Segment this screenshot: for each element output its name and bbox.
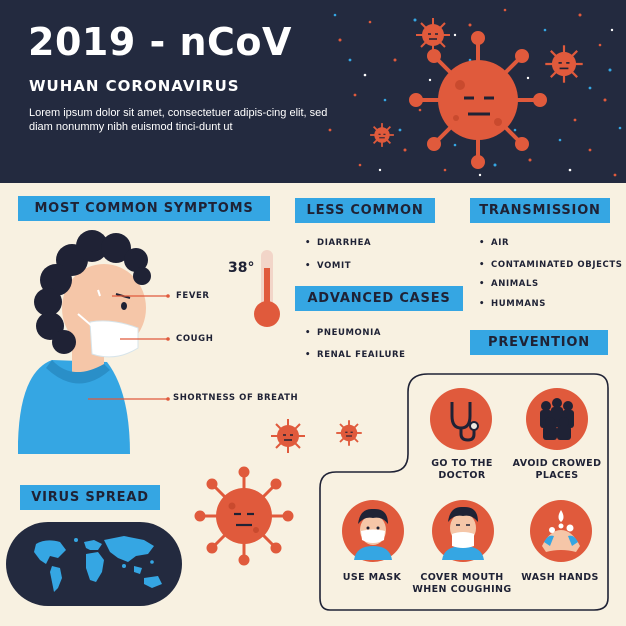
- crowd-icon: [526, 388, 588, 450]
- header-banner: 2019 - nCoV WUHAN CORONAVIRUS Lorem ipsu…: [0, 0, 626, 183]
- transmission-label: TRANSMISSION: [470, 198, 610, 223]
- small-virus-icon: [271, 419, 305, 453]
- prevention-caption-wash-hands: WASH HANDS: [512, 572, 608, 584]
- caption-line: COVER MOUTH: [420, 572, 504, 583]
- symptom-pointers: [112, 294, 170, 341]
- prevention-caption-doctor: GO TO THE DOCTOR: [412, 458, 512, 482]
- advanced-case-item: RENAL FEAILURE: [305, 350, 406, 360]
- thermometer-icon: [254, 250, 280, 327]
- prevention-frame: [319, 373, 609, 611]
- page-title: 2019 - nCoV: [28, 20, 292, 64]
- less-common-item: VOMIT: [305, 261, 351, 271]
- transmission-item: ANIMALS: [479, 279, 539, 289]
- prevention-caption-mask: USE MASK: [322, 572, 422, 584]
- less-common-item: DIARRHEA: [305, 238, 371, 248]
- caption-line: USE MASK: [342, 572, 402, 583]
- sick-person-illustration: [18, 230, 151, 454]
- less-common-label: LESS COMMON: [295, 198, 435, 223]
- caption-line: DOCTOR: [438, 470, 486, 481]
- medium-virus-icon: [194, 466, 294, 566]
- advanced-case-item: PNEUMONIA: [305, 328, 381, 338]
- small-virus-icon: [545, 45, 583, 83]
- virus-spread-label: VIRUS SPREAD: [20, 485, 160, 510]
- symptom-fever: FEVER: [176, 291, 210, 301]
- caption-line: AVOID CROWED: [512, 458, 602, 469]
- most-common-symptoms-label: MOST COMMON SYMPTOMS: [18, 196, 270, 221]
- coughing-person-icon: [432, 500, 494, 562]
- header-dots-decoration: [328, 8, 622, 177]
- small-virus-icon: [416, 18, 450, 52]
- caption-line: PLACES: [535, 470, 579, 481]
- transmission-item: AIR: [479, 238, 509, 248]
- mask-person-icon: [342, 500, 404, 562]
- intro-text: Lorem ipsum dolor sit amet, consectetuer…: [29, 107, 328, 133]
- caption-line: GO TO THE: [431, 458, 493, 469]
- world-map-icon: [6, 522, 182, 606]
- small-virus-icon: [370, 123, 394, 147]
- caption-line: WHEN COUGHING: [412, 584, 512, 595]
- page-subtitle: WUHAN CORONAVIRUS: [29, 77, 240, 95]
- big-virus-icon: [409, 31, 547, 169]
- wash-hands-icon: [530, 500, 592, 562]
- caption-line: WASH HANDS: [521, 572, 599, 583]
- stethoscope-icon: [430, 388, 492, 450]
- transmission-item: CONTAMINATED OBJECTS: [479, 260, 622, 270]
- prevention-label: PREVENTION: [470, 330, 608, 355]
- temperature-reading: 38°: [228, 260, 255, 276]
- prevention-caption-crowd: AVOID CROWED PLACES: [506, 458, 608, 482]
- breath-pointer: [88, 397, 170, 401]
- small-virus-icon: [336, 420, 362, 446]
- prevention-caption-cough: COVER MOUTH WHEN COUGHING: [408, 572, 516, 596]
- transmission-item: HUMMANS: [479, 299, 546, 309]
- symptom-cough: COUGH: [176, 334, 214, 344]
- advanced-cases-label: ADVANCED CASES: [295, 286, 463, 311]
- symptom-shortness-of-breath: SHORTNESS OF BREATH: [173, 393, 299, 403]
